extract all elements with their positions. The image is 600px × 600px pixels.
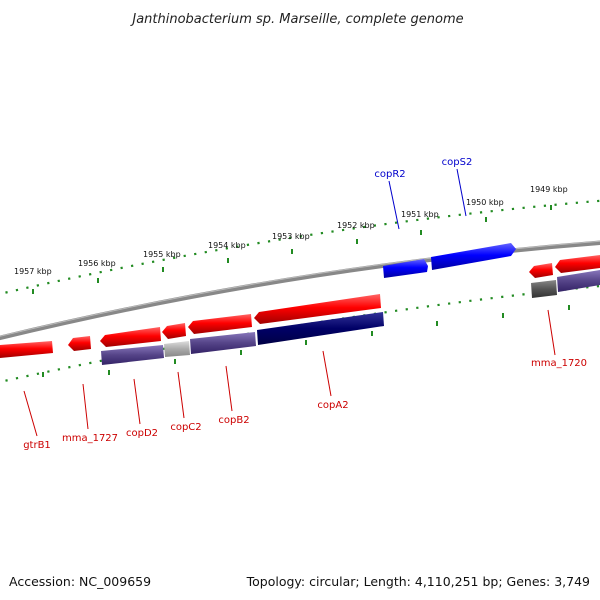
accession-label: Accession: NC_009659 [9, 574, 151, 589]
scale-label-1949: 1949 kbp [530, 185, 568, 194]
gene-label-copA2[interactable]: copA2 [317, 400, 348, 411]
gene-label-copD2[interactable]: copD2 [126, 428, 158, 439]
scale-label-1953: 1953 kbp [272, 232, 310, 241]
gene-label-copB2[interactable]: copB2 [218, 415, 249, 426]
scale-label-1951: 1951 kbp [401, 210, 439, 219]
outer-scale-ticks [32, 205, 552, 294]
scale-label-1950: 1950 kbp [466, 198, 504, 207]
scale-label-1955: 1955 kbp [143, 250, 181, 259]
gene-copR2[interactable] [383, 259, 428, 278]
gene-label-gtrB1[interactable]: gtrB1 [23, 440, 51, 451]
gene-leader-lines [23, 168, 556, 437]
gene-label-copS2[interactable]: copS2 [442, 157, 473, 168]
gene-copA2[interactable] [254, 294, 381, 324]
scale-label-1957: 1957 kbp [14, 267, 52, 276]
gene-labels: copR2 copS2 gtrB1 mma_1727 copD2 copC2 c… [23, 157, 587, 451]
inner-scale-ticks [42, 305, 570, 377]
cog-band-copC2 [164, 341, 190, 357]
cog-band-copB2 [190, 332, 256, 354]
genome-summary: Topology: circular; Length: 4,110,251 bp… [246, 574, 590, 589]
cog-band-next-right [557, 270, 600, 292]
gene-label-mma-1720[interactable]: mma_1720 [531, 358, 587, 369]
map-title: Janthinobacterium sp. Marseille, complet… [129, 12, 463, 27]
gene-label-copR2[interactable]: copR2 [374, 169, 405, 180]
gene-next-right[interactable] [555, 255, 600, 273]
outer-scale-ring [0, 199, 600, 295]
gene-mma-1727[interactable] [68, 336, 91, 351]
gene-copB2[interactable] [188, 314, 252, 334]
cog-band-mma-1720 [531, 280, 557, 298]
cog-category-bands [101, 270, 600, 365]
scale-labels: 1957 kbp 1956 kbp 1955 kbp 1954 kbp 1953… [14, 185, 568, 276]
gene-copC2[interactable] [162, 323, 186, 339]
gene-label-copC2[interactable]: copC2 [170, 422, 201, 433]
gene-mma-1720[interactable] [529, 263, 553, 278]
gene-gtrB1[interactable] [0, 341, 53, 358]
gene-copS2[interactable] [431, 243, 516, 270]
cog-band-copA2 [257, 312, 384, 345]
gene-copD2[interactable] [100, 327, 161, 347]
genome-backbone [0, 240, 600, 341]
gene-label-mma-1727[interactable]: mma_1727 [62, 433, 118, 444]
forward-strand-genes [383, 243, 516, 278]
scale-label-1956: 1956 kbp [78, 259, 116, 268]
scale-label-1952: 1952 kbp [337, 221, 375, 230]
reverse-strand-genes [0, 255, 600, 358]
scale-label-1954: 1954 kbp [208, 241, 246, 250]
cog-band-copD2 [101, 345, 164, 365]
